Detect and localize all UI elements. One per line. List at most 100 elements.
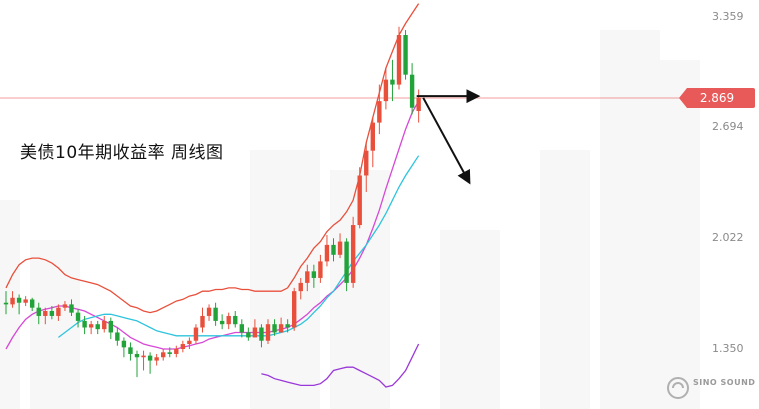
candle [30, 297, 35, 311]
candle [49, 306, 55, 320]
candle-body [318, 261, 323, 278]
y-tick-label: 2.694 [712, 119, 744, 133]
candle-body [193, 327, 199, 341]
candle-body [350, 225, 356, 283]
candle [95, 320, 100, 335]
upper-band-line [5, 3, 420, 314]
candle-body [95, 324, 100, 330]
candle-body [115, 332, 120, 341]
bollinger-bands [5, 3, 420, 388]
y-tick-label: 3.359 [712, 10, 744, 23]
candle-body [305, 271, 310, 283]
candle [285, 319, 290, 333]
background-building [540, 150, 590, 409]
candle [147, 352, 153, 374]
candle-body [331, 244, 336, 255]
candle-body [49, 310, 55, 316]
candle [416, 89, 421, 123]
candle-body [88, 324, 94, 328]
background-building [660, 60, 700, 409]
candle-body [403, 35, 408, 75]
candle-body [265, 324, 271, 341]
candle [102, 315, 107, 333]
candle [88, 320, 94, 335]
candle [318, 254, 323, 283]
y-tick-label: 1.350 [712, 342, 744, 355]
candle-body [141, 355, 146, 358]
candle-body [167, 352, 172, 354]
candlestick-series [3, 26, 421, 378]
background-building [30, 240, 80, 409]
moving-average-line [58, 155, 420, 338]
candle [226, 312, 231, 330]
candle-body [56, 307, 61, 316]
trend-arrow [422, 97, 471, 185]
background-building [0, 200, 20, 409]
chart-title: 美债10年期收益率 周线图 [20, 143, 224, 163]
candle-body [108, 320, 113, 333]
candle-body [311, 271, 317, 278]
candle-body [337, 241, 343, 255]
candle [193, 324, 199, 345]
candle [246, 327, 251, 341]
candle [174, 345, 179, 358]
candle [409, 63, 415, 115]
candle [62, 301, 68, 311]
candle [82, 315, 87, 335]
candle-body [82, 320, 87, 328]
candle [377, 84, 382, 135]
candle [403, 30, 408, 80]
candle [292, 287, 297, 331]
candle [167, 347, 172, 358]
candle [23, 296, 28, 307]
lower-band-line [261, 343, 420, 388]
trend-arrows [416, 89, 481, 185]
candle-body [383, 79, 389, 102]
background-building [600, 30, 660, 409]
candle [16, 294, 22, 315]
candle-body [292, 291, 297, 328]
candle-body [102, 320, 107, 330]
candle [390, 59, 395, 102]
candle [36, 302, 41, 325]
candle-body [43, 310, 48, 316]
candle-body [147, 355, 153, 361]
candle-body [357, 175, 362, 226]
candle-body [3, 302, 9, 305]
candle-body [259, 327, 264, 341]
candle [324, 234, 330, 267]
candle [265, 319, 271, 345]
candle [3, 291, 9, 315]
candle-body [128, 347, 133, 354]
candle [187, 337, 192, 349]
candle-body [233, 315, 238, 325]
candle-body [206, 307, 212, 316]
candle [128, 342, 133, 361]
candle-body [121, 340, 127, 348]
candle-body [390, 79, 395, 85]
watermark-logo-icon [667, 377, 689, 399]
candle-body [364, 150, 369, 176]
candle [219, 314, 225, 330]
candle-body [30, 299, 35, 308]
candle [331, 238, 336, 262]
candle [298, 277, 303, 300]
chart-background [0, 30, 700, 409]
candle-body [272, 324, 277, 333]
candle [200, 307, 205, 333]
candle [337, 233, 343, 259]
candle [56, 304, 61, 321]
candle [115, 327, 120, 346]
candle [134, 350, 140, 378]
candle-body [219, 320, 225, 325]
candle-body [226, 315, 231, 325]
candle-body [75, 312, 81, 321]
candle-body [200, 315, 205, 328]
candle [180, 340, 186, 353]
candle-body [16, 297, 22, 303]
candle-body [134, 353, 140, 358]
candle [121, 337, 127, 358]
candle [259, 324, 264, 348]
candle-body [174, 349, 179, 354]
